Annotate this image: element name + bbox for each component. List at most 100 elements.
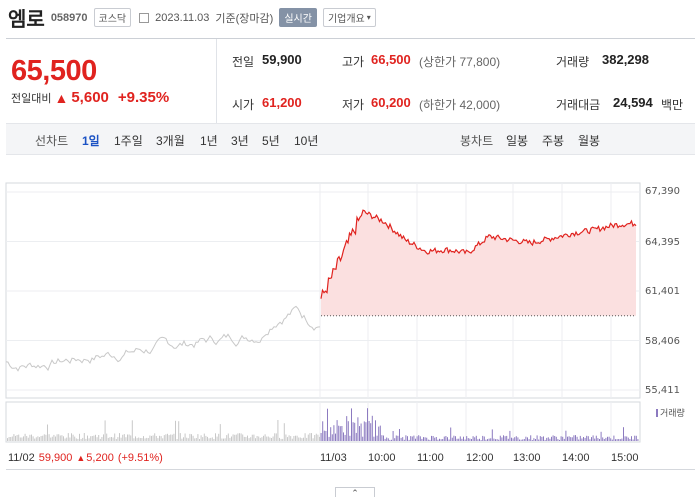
tab-1y[interactable]: 1년 (200, 134, 218, 148)
volume-bar (546, 437, 548, 441)
volume-bar (367, 408, 368, 441)
prev-day-arrow: ▲ (76, 453, 86, 463)
y-tick-label: 55,411 (645, 385, 680, 396)
volume-bar (522, 439, 524, 441)
volume-bar (187, 438, 189, 441)
volume-bar (10, 437, 12, 441)
volume-bar (24, 433, 26, 441)
volume-bar (111, 437, 112, 441)
volume-bar (181, 438, 183, 441)
volume-bar (117, 437, 119, 441)
volume-bar (343, 432, 344, 441)
volume-bar (55, 436, 56, 441)
volume-plot-frame (5, 401, 641, 443)
volume-bar (274, 433, 276, 441)
volume-bar (531, 440, 533, 441)
volume-bar (18, 434, 20, 441)
volume-bar (59, 435, 61, 441)
volume-bar (464, 439, 466, 441)
volume-bar (53, 434, 55, 441)
volume-bar (471, 439, 472, 441)
volume-bar (597, 438, 599, 441)
volume-bar (525, 436, 527, 441)
up-arrow-icon: ▲ (54, 89, 69, 106)
volume-bar (563, 438, 565, 441)
volume-bar (395, 435, 397, 441)
volume-bar (207, 436, 208, 441)
volume-bar (26, 436, 28, 441)
date-text: 2023.11.03 (155, 11, 210, 24)
volume-bar (351, 408, 352, 441)
volume-bar (256, 436, 258, 441)
tab-5y[interactable]: 5년 (262, 134, 280, 148)
stock-name: 엠로 (8, 9, 45, 31)
volume-bar (287, 437, 288, 441)
volume-bar (559, 439, 560, 441)
volume-bar (399, 429, 400, 441)
collapse-button[interactable]: ⌃ (335, 487, 375, 497)
volume-bar (626, 436, 628, 441)
volume-bar (498, 439, 500, 441)
volume-bars (7, 408, 639, 441)
volume-bar (29, 434, 31, 441)
tab-3y[interactable]: 3년 (231, 134, 249, 148)
volume-bar (472, 436, 474, 441)
volume-bar (562, 436, 564, 441)
volume-bar (405, 435, 407, 441)
tab-10y[interactable]: 10년 (294, 134, 319, 148)
volume-bar (155, 436, 157, 441)
volume-bar (237, 433, 239, 441)
tab-1w[interactable]: 1주일 (114, 134, 143, 148)
x-tick-label: 11:00 (417, 452, 444, 464)
divider (216, 39, 217, 123)
volume-bar (474, 437, 476, 441)
volume-bar (629, 439, 631, 441)
volume-bar (397, 435, 399, 441)
volume-bar (290, 436, 292, 441)
volume-bar (503, 435, 504, 441)
tab-1d[interactable]: 1일 (82, 134, 100, 148)
volume-bar (536, 435, 538, 441)
volume-bar (349, 435, 351, 441)
volume-bar (240, 433, 242, 441)
volume-bar (456, 438, 458, 441)
volume-bar (632, 439, 634, 441)
volume-bar (338, 425, 340, 441)
tab-weekly[interactable]: 주봉 (542, 134, 565, 148)
tab-3m[interactable]: 3개월 (156, 134, 185, 148)
realtime-button[interactable]: 실시간 (279, 8, 317, 27)
tab-monthly[interactable]: 월봉 (578, 134, 601, 148)
x-tick-label: 11/03 (320, 452, 347, 464)
volume-bar (322, 421, 324, 441)
price-fill-area (321, 210, 636, 316)
volume-bar (191, 434, 192, 441)
volume-bar (50, 437, 52, 441)
x-tick-label: 10:00 (368, 452, 396, 464)
x-tick-label: 12:00 (466, 452, 494, 464)
low-label: 저가 (342, 98, 365, 112)
price-panel: 65,500 전일대비 ▲ 5,600 +9.35% 전일 59,900 고가 … (6, 38, 695, 123)
volume-bar (557, 439, 559, 441)
prev-value: 59,900 (262, 52, 302, 67)
volume-bar (515, 436, 517, 441)
volume-bar (178, 421, 180, 441)
tab-daily[interactable]: 일봉 (506, 134, 529, 148)
volume-bar (547, 437, 549, 441)
volume-bar (184, 433, 186, 441)
volume-bar (552, 435, 554, 441)
volume-bar (344, 434, 346, 441)
volume-bar (123, 434, 125, 441)
volume-bar (421, 438, 423, 441)
volume-bar (357, 417, 359, 441)
company-overview-button[interactable]: 기업개요 ▾ (322, 8, 376, 27)
volume-bar (320, 433, 322, 441)
volume-bar (354, 422, 356, 441)
volume-bar (149, 435, 151, 441)
volume-bar (189, 433, 191, 441)
volume-bar (303, 437, 304, 441)
volume-bar (459, 436, 461, 441)
stock-header: 엠로 058970 코스닥 2023.11.03 기준(장마감) 실시간 기업개… (8, 3, 376, 32)
volume-bar (179, 433, 181, 441)
volume-bar (368, 421, 370, 441)
